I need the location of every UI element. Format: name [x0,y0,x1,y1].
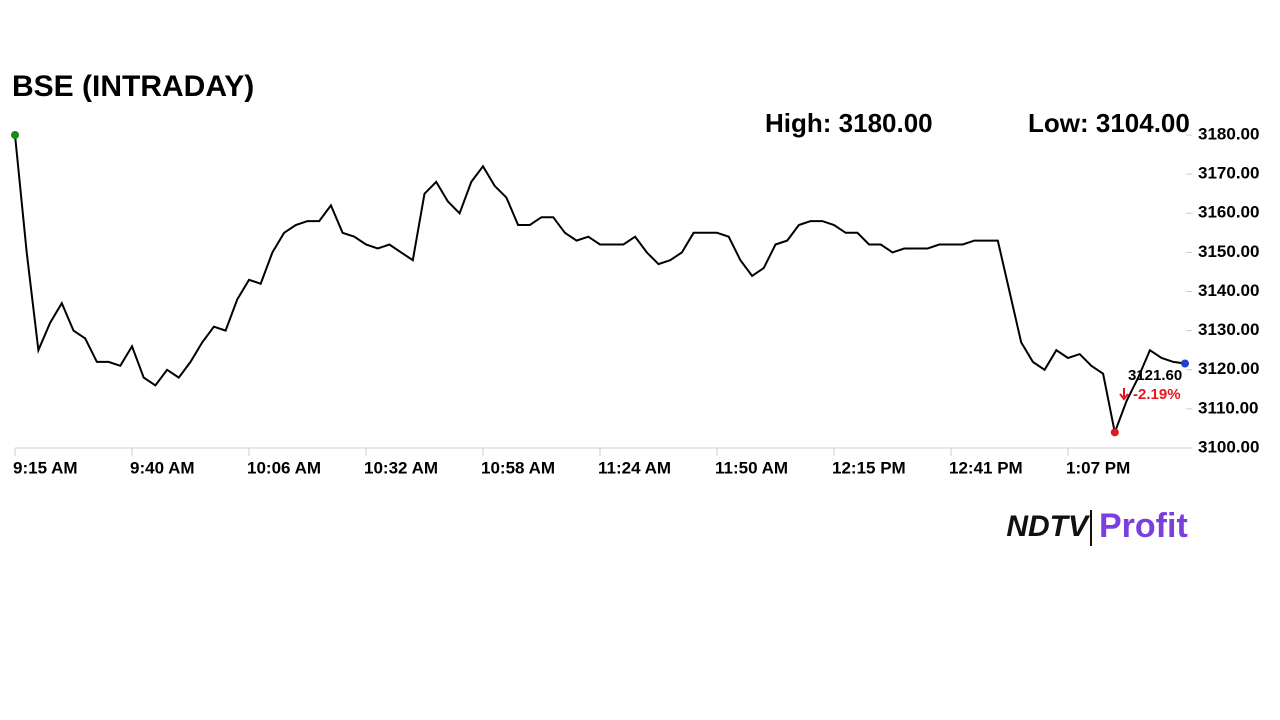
end-dot [1181,359,1189,368]
y-tick-label: 3170.00 [1198,164,1259,183]
chart-title: BSE (INTRADAY) [12,70,254,103]
low-label: Low: 3104.00 [1028,108,1190,138]
x-tick-label: 1:07 PM [1066,458,1130,477]
logo-product: Profit [1099,507,1188,545]
x-tick-label: 9:40 AM [130,458,195,477]
high-label: High: 3180.00 [765,108,933,138]
logo-brand: NDTV [1006,510,1091,543]
x-tick-label: 10:32 AM [364,458,438,477]
y-tick-label: 3130.00 [1198,320,1259,339]
y-tick-label: 3110.00 [1198,398,1259,417]
x-tick-label: 11:50 AM [715,458,788,477]
low-dot [1110,428,1119,437]
x-tick-label: 10:58 AM [481,458,555,477]
y-tick-label: 3150.00 [1198,242,1259,261]
x-tick-label: 11:24 AM [598,458,671,477]
y-tick-label: 3180.00 [1198,124,1259,143]
down-arrow [1119,388,1129,401]
y-tick-label: 3120.00 [1198,359,1259,378]
price-line [14,134,1186,437]
change-label: -2.19% [1133,386,1181,403]
x-tick-label: 12:41 PM [949,458,1023,477]
y-tick-label: 3140.00 [1198,281,1259,300]
x-tick-label: 9:15 AM [13,458,78,477]
start-dot [11,131,19,139]
y-tick-label: 3100.00 [1198,437,1259,456]
y-tick-label: 3160.00 [1198,203,1259,222]
x-tick-label: 12:15 PM [832,458,906,477]
x-tick-label: 10:06 AM [247,458,321,477]
